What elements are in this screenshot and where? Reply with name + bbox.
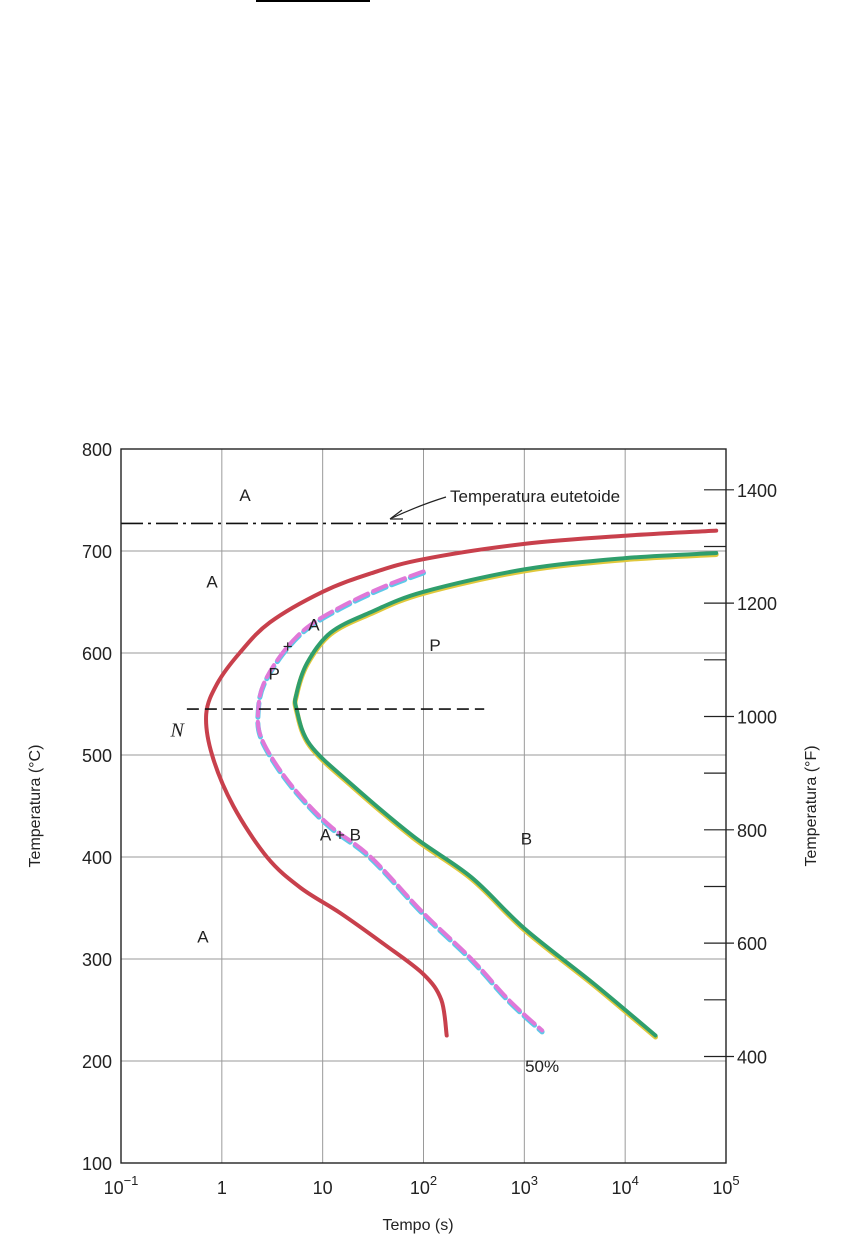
x-tick-exponent: 2 [430, 1173, 437, 1188]
y-right-tick-label: 1200 [737, 594, 777, 614]
x-tick-base: 10 [511, 1178, 531, 1198]
region-label: P [268, 664, 279, 683]
y-tick-label: 300 [82, 950, 112, 970]
y-right-tick-label: 800 [737, 821, 767, 841]
y-axis-label-right: Temperatura (°F) [803, 745, 820, 866]
x-tick-label: 105 [712, 1173, 739, 1198]
y-right-tick-label: 400 [737, 1047, 767, 1067]
curve-3 [292, 551, 719, 1038]
x-tick-exponent: 4 [632, 1173, 639, 1188]
y-right-tick-label: 1000 [737, 707, 777, 727]
x-tick-exponent: 3 [531, 1173, 538, 1188]
x-tick-label: 103 [511, 1173, 538, 1198]
region-label: A [197, 928, 209, 947]
region-label: 50% [525, 1057, 559, 1076]
y-tick-label: 100 [82, 1154, 112, 1174]
y-axis-label-left: Temperatura (°C) [27, 745, 44, 868]
x-tick-base: 10 [712, 1178, 732, 1198]
curves [204, 528, 719, 1040]
region-label: P [429, 636, 440, 655]
top-rule [256, 0, 370, 2]
x-tick-base: 1 [217, 1178, 227, 1198]
x-tick-exponent: 5 [732, 1173, 739, 1188]
x-axis-label: Tempo (s) [382, 1217, 453, 1234]
curve-3-shadow [292, 552, 719, 1040]
y-tick-label: 200 [82, 1052, 112, 1072]
y-tick-label: 500 [82, 746, 112, 766]
plot-frame [120, 448, 727, 1164]
x-tick-label: 1 [217, 1178, 227, 1198]
curve-2 [255, 569, 545, 1033]
x-tick-base: 10 [612, 1178, 632, 1198]
grid [121, 449, 726, 1163]
eutectoid-arrow-head [389, 509, 403, 520]
x-tick-base: 10 [313, 1178, 333, 1198]
region-label: A [239, 486, 251, 505]
curve-1 [204, 528, 719, 1038]
y-tick-label: 600 [82, 644, 112, 664]
x-tick-label: 104 [612, 1173, 639, 1198]
region-label: + [283, 637, 293, 656]
eutectoid-label: Temperatura eutetoide [450, 487, 620, 506]
y-tick-label: 700 [82, 542, 112, 562]
x-tick-exponent: −1 [124, 1173, 139, 1188]
x-tick-label: 102 [410, 1173, 437, 1198]
y-tick-label: 400 [82, 848, 112, 868]
n-label: N [169, 720, 185, 742]
region-label: A + B [320, 826, 361, 845]
y-tick-label: 800 [82, 440, 112, 460]
region-label: B [521, 830, 532, 849]
eutectoid-arrow-shaft [391, 496, 447, 519]
region-label: A [206, 573, 218, 592]
curve-2-shadow [255, 570, 545, 1035]
reference-lines [121, 496, 726, 710]
x-tick-base: 10 [104, 1178, 124, 1198]
x-tick-label: 10 [313, 1178, 333, 1198]
x-tick-label: 10−1 [104, 1173, 139, 1198]
region-label: A [308, 615, 320, 634]
y-right-tick-label: 600 [737, 934, 767, 954]
x-tick-base: 10 [410, 1178, 430, 1198]
y-right-tick-label: 1400 [737, 481, 777, 501]
